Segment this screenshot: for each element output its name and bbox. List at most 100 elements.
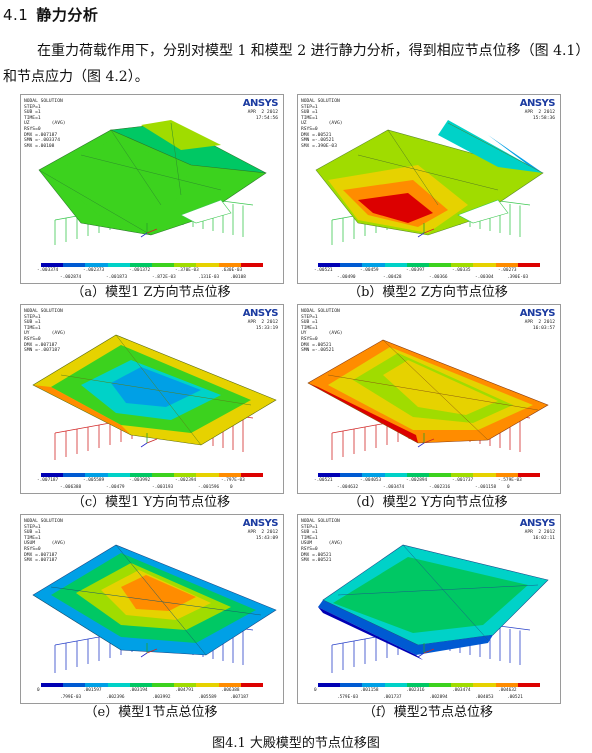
legend-label: .002894	[429, 695, 448, 700]
color-band	[41, 263, 64, 267]
legend-label: -.00490	[337, 275, 356, 280]
displacement-contour-plot	[318, 544, 549, 673]
legend-label: 0	[230, 485, 233, 490]
color-band	[406, 473, 430, 477]
color-band	[429, 263, 452, 267]
legend-label: -.370E-03	[175, 268, 199, 273]
section-number: 4.1	[3, 6, 29, 24]
solution-info: NODAL SOLUTION STEP=1 SUB =1 TIME=1 UY (…	[24, 309, 66, 354]
legend-label: -.004632	[337, 485, 359, 490]
section-title: 静力分析	[36, 6, 99, 24]
contour-color-bar	[318, 683, 541, 687]
color-band	[107, 263, 130, 267]
color-band	[340, 473, 363, 477]
body-paragraph: 在重力荷载作用下，分别对模型 1 和模型 2 进行静力分析，得到相应节点位移（图…	[3, 43, 583, 85]
figure-panel-f: NODAL SOLUTION STEP=1 SUB =1 TIME=1 USUM…	[297, 514, 561, 704]
color-band	[41, 683, 64, 687]
logo-text-a: AN	[242, 98, 259, 109]
legend-label: -.00521	[314, 268, 333, 273]
color-band	[495, 683, 518, 687]
color-band	[129, 473, 153, 477]
legend-label: -.001873	[106, 275, 128, 280]
panel-caption-d: （d）模型2 Y方向节点位移	[348, 495, 508, 510]
legend-label: -.002373	[83, 268, 105, 273]
color-band	[318, 263, 341, 267]
color-band	[85, 473, 108, 477]
color-band	[318, 473, 341, 477]
color-band	[473, 263, 496, 267]
date-stamp: APR 2 2012 16:03:57	[524, 320, 555, 331]
color-band	[107, 473, 130, 477]
contour-legend-labels: -.00521 -.004053 -.002894 -.001737 -.579E-03…	[314, 478, 548, 492]
solution-info: NODAL SOLUTION STEP=1 SUB =1 TIME=1 UY (…	[301, 309, 343, 354]
legend-label: -.004053	[360, 478, 382, 483]
color-band	[517, 263, 541, 267]
legend-label: 0	[507, 485, 510, 490]
legend-label: .799E-03	[60, 695, 82, 700]
color-band	[41, 473, 64, 477]
contour-color-bar	[318, 263, 541, 267]
legend-label: -.00366	[429, 275, 448, 280]
color-band	[63, 473, 86, 477]
legend-label: 0	[37, 688, 40, 693]
color-band	[196, 683, 219, 687]
color-band	[473, 683, 496, 687]
color-band	[429, 473, 452, 477]
color-band	[63, 263, 86, 267]
figure-panel-b: NODAL SOLUTION STEP=1 SUB =1 TIME=1 UZ (…	[297, 94, 561, 284]
legend-label: -.00304	[475, 275, 494, 280]
legend-label: .002316	[406, 688, 425, 693]
ansys-logo: ANSYS	[242, 98, 279, 109]
ansys-logo: ANSYS	[242, 308, 279, 319]
ansys-logo: ANSYS	[242, 518, 279, 529]
legend-label: .004791	[175, 688, 194, 693]
color-band	[362, 683, 385, 687]
legend-label: .003194	[129, 688, 148, 693]
color-band	[196, 263, 219, 267]
legend-label: -.00397	[406, 268, 425, 273]
logo-text-b: SYS	[257, 308, 279, 319]
legend-label: -.007187	[37, 478, 59, 483]
legend-label: .630E-03	[221, 268, 243, 273]
logo-text-b: SYS	[534, 98, 556, 109]
color-band	[406, 263, 430, 267]
contour-legend-labels: -.00521 -.00459 -.00397 -.00335 -.00273 -.004…	[314, 268, 548, 282]
panel-caption-f: （f）模型2节点总位移	[362, 705, 494, 720]
ansys-logo: ANSYS	[520, 98, 556, 109]
panel-caption-e: （e）模型1节点总位移	[84, 705, 218, 720]
legend-label: .001597	[83, 688, 102, 693]
contour-legend-labels: -.007187 -.005589 -.003992 -.002394 -.797E-0…	[37, 478, 271, 492]
logo-text-b: SYS	[534, 518, 556, 529]
contour-legend-labels: 0 .001158 .002316 .003474 .004632 .579E-03 .00…	[314, 688, 548, 702]
color-band	[495, 263, 518, 267]
color-band	[240, 683, 264, 687]
color-band	[451, 473, 474, 477]
color-band	[174, 683, 197, 687]
solution-info: NODAL SOLUTION STEP=1 SUB =1 TIME=1 UZ (…	[301, 99, 343, 149]
color-band	[406, 683, 430, 687]
color-band	[240, 473, 264, 477]
legend-label: -.872E-03	[152, 275, 176, 280]
legend-label: .003474	[452, 688, 471, 693]
color-band	[218, 263, 241, 267]
legend-label: .001158	[360, 688, 379, 693]
logo-text-b: SYS	[534, 308, 556, 319]
logo-text-b: SYS	[257, 98, 279, 109]
logo-text-a: AN	[242, 518, 259, 529]
date-stamp: APR 2 2012 17:54:56	[247, 110, 278, 121]
color-band	[517, 683, 541, 687]
legend-label: -.579E-03	[498, 478, 522, 483]
legend-label: -.00335	[452, 268, 471, 273]
panel-caption-c: （c）模型1 Y方向节点位移	[71, 495, 231, 510]
legend-label: -.003474	[383, 485, 405, 490]
color-band	[384, 263, 407, 267]
color-band	[451, 683, 474, 687]
color-band	[218, 473, 241, 477]
logo-text-a: AN	[242, 308, 259, 319]
color-band	[85, 683, 108, 687]
color-band	[384, 473, 407, 477]
legend-label: -.00273	[498, 268, 517, 273]
color-band	[174, 263, 197, 267]
legend-label: .131E-03	[198, 275, 220, 280]
section-heading: 4.1 静力分析	[3, 4, 98, 25]
